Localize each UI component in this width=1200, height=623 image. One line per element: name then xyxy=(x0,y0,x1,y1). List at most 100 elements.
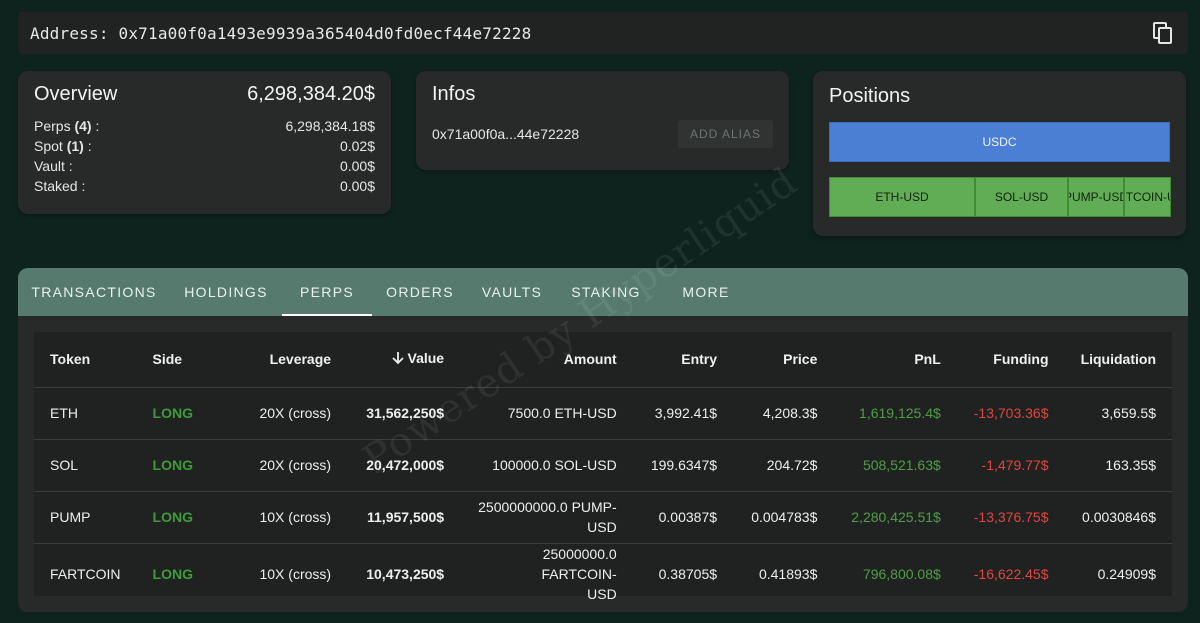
arrow-down-icon xyxy=(391,351,405,368)
infos-card: Infos 0x71a00f0a...44e72228 ADD ALIAS xyxy=(416,71,789,170)
overview-count: (4) xyxy=(74,118,92,134)
cell-liquidation: 163.35$ xyxy=(1064,439,1172,492)
amount-line-1: 7500.0 ETH-USD xyxy=(507,405,617,421)
tab-bar: TRANSACTIONS HOLDINGS PERPS ORDERS VAULT… xyxy=(18,268,1188,316)
address-bar: Address: 0x71a00f0a1493e9939a365404d0fd0… xyxy=(18,12,1188,54)
amount-line-1: 100000.0 SOL-USD xyxy=(492,457,617,473)
amount-line-1: 25000000.0 FARTCOIN- xyxy=(541,545,617,582)
overview-row-perps: Perps (4) : 6,298,384.18$ xyxy=(34,116,375,136)
cell-leverage: 20X (cross) xyxy=(220,387,348,440)
position-usdc[interactable]: USDC xyxy=(829,122,1170,162)
overview-label: Staked xyxy=(34,178,78,194)
header-value-cell[interactable]: Value xyxy=(347,332,461,388)
tab-transactions[interactable]: TRANSACTIONS xyxy=(31,284,157,300)
overview-value: 0.00$ xyxy=(339,158,375,174)
amount-line-2: USD xyxy=(587,519,617,535)
overview-title: Overview xyxy=(34,83,118,105)
header-pnl[interactable]: PnL xyxy=(833,332,957,388)
perps-table-container: Token Side Leverage Value Amount Entry P… xyxy=(34,332,1172,602)
header-entry[interactable]: Entry xyxy=(632,332,734,388)
amount-line-1: 2500000000.0 PUMP- xyxy=(478,499,617,515)
position-eth-usd[interactable]: ETH-USD xyxy=(829,177,975,217)
cell-value: 31,562,250$ xyxy=(347,387,461,440)
cell-entry: 0.38705$ xyxy=(658,565,718,582)
cell-token: FARTCOIN xyxy=(50,565,121,582)
header-funding[interactable]: Funding xyxy=(956,332,1065,388)
cell-leverage: 10X (cross) xyxy=(220,491,348,544)
header-value: Value xyxy=(407,350,445,367)
cell-amount: 25000000.0 FARTCOIN- USD xyxy=(460,543,633,604)
header-side[interactable]: Side xyxy=(136,332,221,388)
positions-title: Positions xyxy=(829,85,911,107)
overview-suffix: : xyxy=(83,138,92,154)
cell-amount: 7500.0 ETH-USD xyxy=(460,387,633,440)
cell-token: ETH xyxy=(34,387,137,440)
table-row: FARTCOIN LONG 10X (cross) 10,473,250$ 25… xyxy=(34,543,1172,604)
cell-token: PUMP xyxy=(34,491,137,544)
overview-suffix: : xyxy=(64,158,73,174)
address-text: Address: 0x71a00f0a1493e9939a365404d0fd0… xyxy=(30,23,532,43)
tab-vaults[interactable]: VAULTS xyxy=(481,284,543,300)
cell-funding: -1,479.77$ xyxy=(956,439,1065,492)
overview-value: 6,298,384.18$ xyxy=(285,118,375,134)
cell-token: SOL xyxy=(34,439,137,492)
amount-line-2: USD xyxy=(587,585,617,602)
table-row: ETH LONG 20X (cross) 31,562,250$ 7500.0 … xyxy=(34,387,1172,440)
cell-price: 204.72$ xyxy=(733,439,834,492)
overview-suffix: : xyxy=(77,178,86,194)
table-row: PUMP LONG 10X (cross) 11,957,500$ 250000… xyxy=(34,491,1172,544)
cell-pnl: 796,800.08$ xyxy=(862,565,941,582)
add-alias-button[interactable]: ADD ALIAS xyxy=(678,120,773,148)
cell-price: 4,208.3$ xyxy=(733,387,834,440)
header-token[interactable]: Token xyxy=(34,332,137,388)
position-sol-usd[interactable]: SOL-USD xyxy=(975,177,1068,217)
overview-total: 6,298,384.20$ xyxy=(247,83,375,105)
cell-value: 20,472,000$ xyxy=(347,439,461,492)
tab-staking[interactable]: STAKING xyxy=(571,284,641,300)
copy-icon[interactable] xyxy=(1150,20,1176,46)
cell-funding: -13,703.36$ xyxy=(956,387,1065,440)
cell-entry: 199.6347$ xyxy=(632,439,734,492)
cell-leverage: 20X (cross) xyxy=(220,439,348,492)
cell-pnl: 508,521.63$ xyxy=(833,439,957,492)
header-amount[interactable]: Amount xyxy=(460,332,633,388)
cell-liquidation: 0.24909$ xyxy=(1097,565,1156,582)
cell-leverage: 10X (cross) xyxy=(259,565,332,582)
header-price[interactable]: Price xyxy=(733,332,834,388)
positions-card: Positions USDC ETH-USD SOL-USD PUMP-USD … xyxy=(813,71,1186,236)
overview-card: Overview 6,298,384.20$ Perps (4) : 6,298… xyxy=(18,71,391,214)
header-liquidation[interactable]: Liquidation xyxy=(1064,332,1172,388)
tab-more[interactable]: MORE xyxy=(682,284,730,300)
cell-price: 0.41893$ xyxy=(758,565,818,582)
overview-value: 0.02$ xyxy=(339,138,375,154)
cell-funding: -13,376.75$ xyxy=(956,491,1065,544)
header-leverage[interactable]: Leverage xyxy=(220,332,348,388)
cell-entry: 0.00387$ xyxy=(632,491,734,544)
tab-perps[interactable]: PERPS xyxy=(282,268,372,316)
short-address: 0x71a00f0a...44e72228 xyxy=(432,126,580,142)
infos-title: Infos xyxy=(432,83,476,105)
cell-amount: 100000.0 SOL-USD xyxy=(460,439,633,492)
table-header-row: Token Side Leverage Value Amount Entry P… xyxy=(34,332,1172,388)
cell-pnl: 1,619,125.4$ xyxy=(833,387,957,440)
cell-funding: -16,622.45$ xyxy=(973,565,1049,582)
position-pump-usd[interactable]: PUMP-USD xyxy=(1068,177,1124,217)
cell-entry: 3,992.41$ xyxy=(632,387,734,440)
overview-suffix: : xyxy=(91,118,100,134)
cell-price: 0.004783$ xyxy=(733,491,834,544)
cell-pnl: 2,280,425.51$ xyxy=(833,491,957,544)
overview-label: Vault xyxy=(34,158,65,174)
overview-value: 0.00$ xyxy=(339,178,375,194)
cell-side: LONG xyxy=(136,491,221,544)
tabs-panel: TRANSACTIONS HOLDINGS PERPS ORDERS VAULT… xyxy=(18,268,1188,612)
overview-label: Spot xyxy=(34,138,63,154)
perps-table: Token Side Leverage Value Amount Entry P… xyxy=(34,332,1172,604)
overview-row-vault: Vault : 0.00$ xyxy=(34,156,375,176)
cell-side: LONG xyxy=(136,387,221,440)
position-fartcoin-usd[interactable]: FARTCOIN-USD xyxy=(1124,177,1171,217)
cell-side: LONG xyxy=(136,439,221,492)
overview-label: Perps xyxy=(34,118,71,134)
overview-row-staked: Staked : 0.00$ xyxy=(34,176,375,196)
tab-holdings[interactable]: HOLDINGS xyxy=(184,284,268,300)
tab-orders[interactable]: ORDERS xyxy=(386,284,454,300)
